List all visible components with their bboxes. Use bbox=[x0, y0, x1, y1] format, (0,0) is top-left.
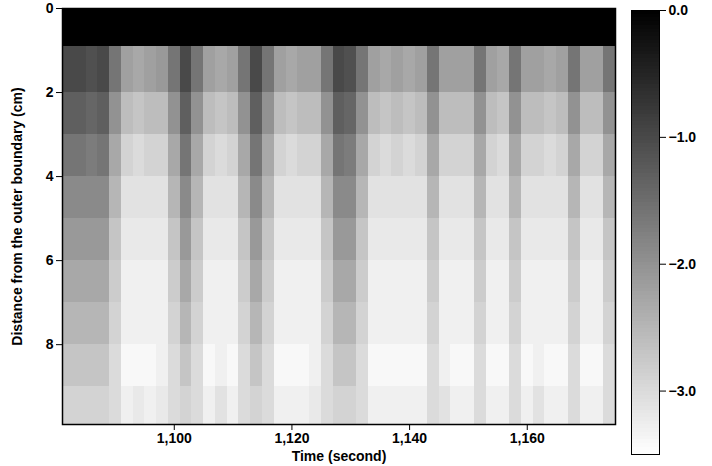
svg-text:6: 6 bbox=[46, 252, 54, 268]
svg-text:1,100: 1,100 bbox=[157, 430, 192, 446]
svg-text:8: 8 bbox=[46, 336, 54, 352]
svg-text:Time (second): Time (second) bbox=[292, 448, 387, 464]
svg-text:4: 4 bbox=[46, 168, 54, 184]
svg-text:1,160: 1,160 bbox=[510, 430, 545, 446]
svg-text:Distance from the outer bounda: Distance from the outer boundary (cm) bbox=[9, 87, 25, 345]
svg-text:1,120: 1,120 bbox=[274, 430, 309, 446]
svg-text:0.0: 0.0 bbox=[669, 2, 689, 18]
svg-text:1,140: 1,140 bbox=[392, 430, 427, 446]
svg-text:−3.0: −3.0 bbox=[669, 383, 697, 399]
svg-text:−2.0: −2.0 bbox=[669, 256, 697, 272]
svg-text:2: 2 bbox=[46, 84, 54, 100]
svg-text:0: 0 bbox=[46, 0, 54, 16]
svg-text:−1.0: −1.0 bbox=[669, 129, 697, 145]
